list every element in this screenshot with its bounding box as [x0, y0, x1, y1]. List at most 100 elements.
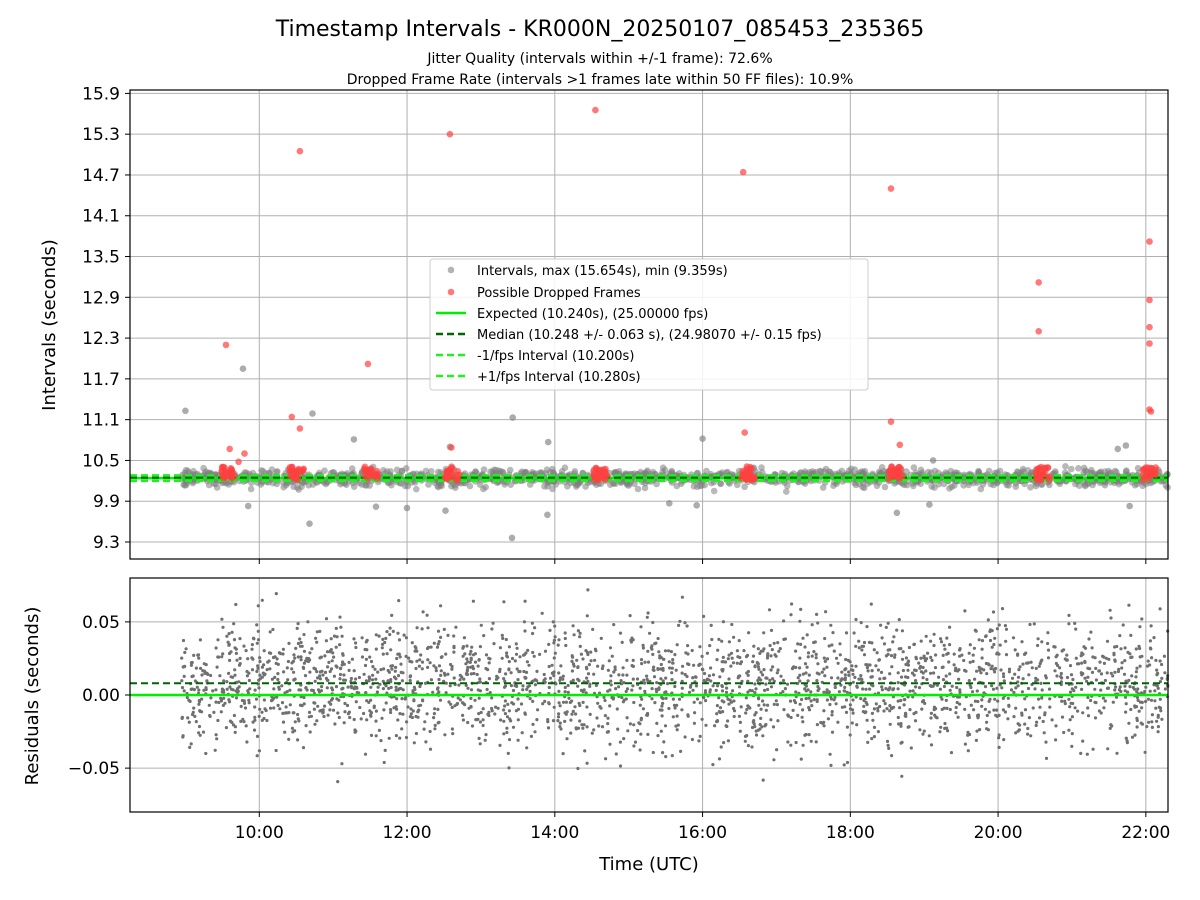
residual-point: [470, 724, 475, 728]
residual-point: [234, 651, 238, 656]
residual-point: [764, 708, 768, 712]
residual-point: [772, 702, 776, 707]
interval-point: [1068, 465, 1075, 473]
residual-point: [1156, 725, 1160, 729]
residual-point: [914, 657, 919, 661]
residual-point: [260, 718, 264, 723]
residual-point: [272, 706, 276, 710]
residual-point: [257, 714, 261, 719]
residual-point: [632, 723, 636, 727]
residual-point: [986, 662, 990, 666]
residual-point: [836, 676, 840, 680]
residual-point: [994, 666, 998, 671]
residual-point: [625, 673, 629, 677]
residual-point: [759, 707, 763, 711]
residual-point: [498, 646, 502, 650]
residual-point: [531, 631, 535, 636]
residual-point: [663, 724, 668, 728]
residual-point: [611, 697, 615, 701]
residual-point: [798, 656, 802, 660]
residual-point: [595, 716, 599, 720]
residual-point: [338, 677, 342, 681]
residual-point: [468, 652, 472, 656]
residual-point: [490, 709, 494, 713]
interval-point: [1082, 467, 1089, 474]
residual-point: [904, 662, 908, 667]
residual-point: [466, 686, 470, 690]
residual-point: [807, 696, 811, 700]
residual-point: [396, 718, 400, 722]
residual-point: [1018, 665, 1022, 669]
residual-point: [912, 642, 916, 647]
residual-point: [1000, 686, 1004, 690]
residual-point: [219, 696, 223, 700]
interval-point: [244, 502, 252, 510]
residual-point: [1033, 687, 1037, 691]
residual-point: [219, 710, 223, 714]
residual-point: [816, 685, 820, 689]
residual-point: [584, 649, 588, 653]
dropped-point: [1035, 328, 1042, 335]
residual-point: [515, 646, 519, 650]
residual-point: [449, 702, 453, 706]
residual-point: [487, 677, 491, 681]
residual-point: [281, 647, 285, 651]
residual-point: [893, 655, 897, 659]
residual-point: [571, 678, 575, 682]
residual-point: [452, 650, 456, 654]
residual-point: [882, 709, 886, 713]
residual-point: [1067, 613, 1071, 618]
x-tick-label: 10:00: [235, 823, 284, 843]
residual-point: [465, 668, 469, 672]
residual-point: [937, 675, 941, 679]
residual-point: [993, 670, 997, 674]
residual-point: [346, 685, 350, 689]
residual-point: [201, 730, 206, 734]
residual-point: [198, 733, 202, 737]
residual-point: [216, 638, 220, 642]
residual-point: [796, 642, 800, 646]
residual-point: [781, 678, 786, 683]
residual-point: [919, 670, 924, 674]
residual-point: [884, 687, 888, 691]
residual-point: [1140, 706, 1144, 710]
residual-point: [929, 639, 933, 643]
residual-point: [437, 677, 441, 682]
residual-point: [483, 738, 487, 742]
residual-point: [485, 687, 489, 692]
residual-point: [948, 688, 952, 692]
residual-point: [1102, 706, 1106, 710]
residual-point: [277, 687, 281, 691]
residual-point: [198, 638, 202, 642]
residual-point: [806, 651, 811, 655]
residual-point: [656, 667, 660, 671]
residual-point: [531, 650, 535, 655]
residual-point: [437, 640, 441, 644]
residual-point: [377, 634, 381, 638]
y-tick-label: 15.9: [82, 84, 120, 104]
residual-point: [526, 648, 530, 653]
residual-point: [502, 719, 506, 723]
residual-point: [564, 712, 568, 716]
residual-point: [1067, 622, 1071, 626]
residual-point: [990, 645, 994, 649]
residual-point: [433, 727, 437, 731]
residual-point: [639, 716, 644, 720]
residual-point: [364, 679, 368, 683]
residuals-x-ticks: 10:00 12:00 14:00 16:00 18:00 20:00 22:00: [235, 812, 1170, 843]
interval-point: [247, 485, 255, 493]
legend-label-minus-fps: -1/fps Interval (10.200s): [477, 349, 634, 364]
residual-point: [843, 705, 847, 709]
residual-point: [461, 645, 466, 649]
residual-point: [701, 668, 705, 672]
residual-point: [969, 703, 973, 707]
residual-point: [464, 683, 468, 688]
residual-point: [757, 667, 761, 671]
residual-point: [1138, 664, 1142, 668]
residual-point: [830, 710, 834, 714]
dropped-point: [597, 468, 604, 476]
residual-point: [329, 702, 333, 706]
residual-point: [410, 660, 414, 664]
residual-point: [760, 725, 764, 729]
residual-point: [1110, 724, 1114, 728]
